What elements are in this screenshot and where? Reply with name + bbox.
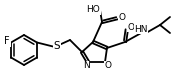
Text: O: O <box>127 23 135 32</box>
Text: O: O <box>104 61 112 70</box>
Text: O: O <box>118 14 126 23</box>
Text: HO: HO <box>86 5 100 15</box>
Text: N: N <box>83 61 89 70</box>
Text: HN: HN <box>134 25 148 34</box>
Text: F: F <box>4 37 10 47</box>
Text: S: S <box>54 41 60 51</box>
